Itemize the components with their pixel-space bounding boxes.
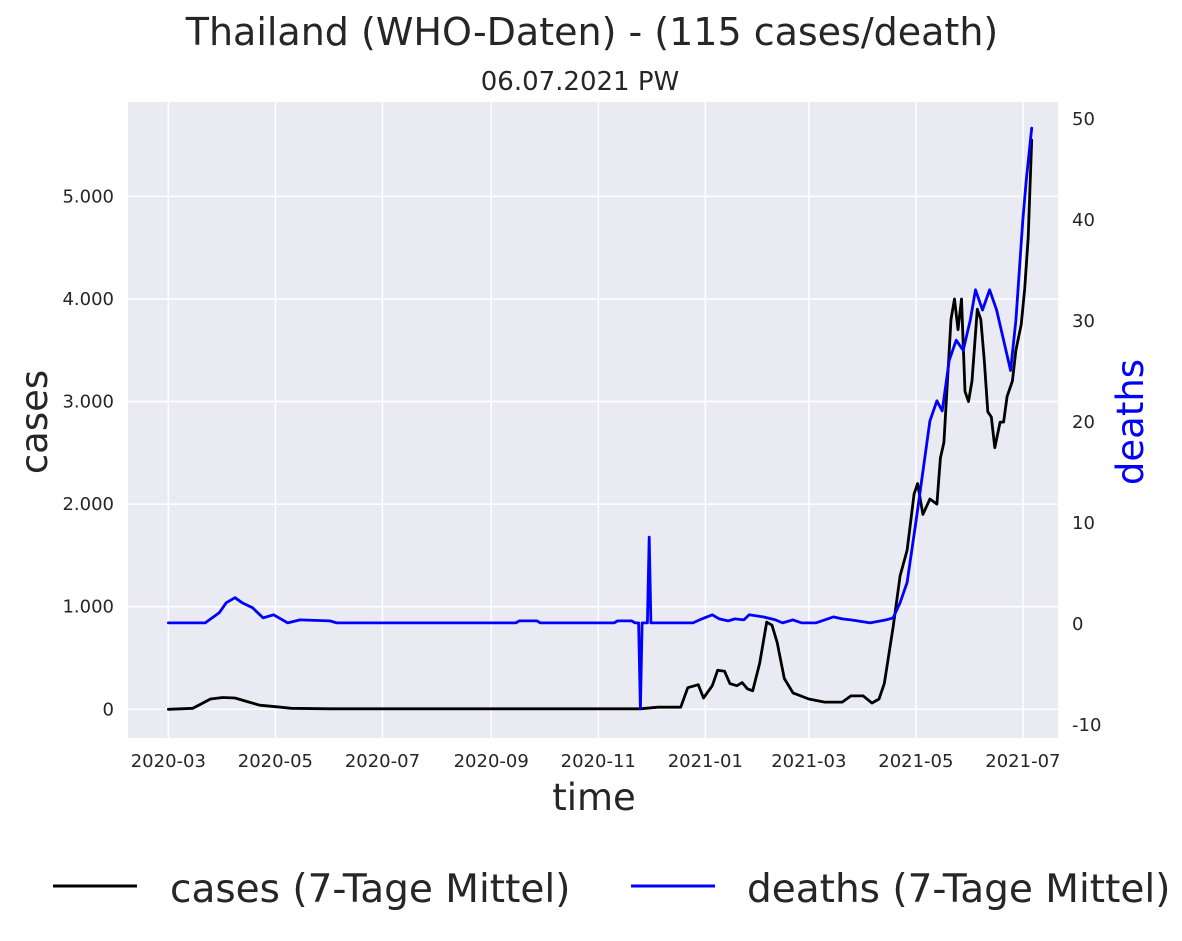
x-tick-label: 2021-07 (985, 751, 1060, 772)
y2-tick-label: 40 (1072, 210, 1095, 231)
series-line-cases (166, 138, 1034, 711)
y2-axis-label: deaths (1109, 359, 1152, 485)
x-tick-labels: 2020-03 2020-05 2020-07 2020-09 2020-11 2021-… (131, 751, 1061, 772)
y2-tick-labels: -10 0 10 20 30 40 50 (1072, 109, 1101, 736)
y-tick-label: 1.000 (62, 597, 114, 618)
y-tick-labels: 0 1.000 2.000 3.000 4.000 5.000 (62, 186, 114, 720)
plot-lines (166, 126, 1034, 711)
x-tick-label: 2021-01 (668, 751, 743, 772)
plot-area (128, 102, 1058, 738)
x-tick-label: 2020-07 (345, 751, 420, 772)
x-tick-label: 2020-05 (238, 751, 313, 772)
legend-label-cases: cases (7-Tage Mittel) (170, 867, 570, 912)
x-tick-label: 2021-05 (878, 751, 953, 772)
y2-tick-label: 10 (1072, 513, 1095, 534)
y-tick-label: 0 (103, 699, 114, 720)
x-tick-label: 2020-09 (454, 751, 529, 772)
y2-tick-label: 20 (1072, 412, 1095, 433)
y2-tick-label: 30 (1072, 311, 1095, 332)
legend-label-deaths: deaths (7-Tage Mittel) (747, 867, 1170, 912)
y2-tick-label: 50 (1072, 109, 1095, 130)
chart-subtitle: 06.07.2021 PW (481, 67, 680, 97)
y-tick-label: 5.000 (62, 186, 114, 207)
gridlines (128, 102, 1058, 738)
x-tick-label: 2020-11 (561, 751, 636, 772)
y-tick-label: 4.000 (62, 289, 114, 310)
x-tick-label: 2020-03 (131, 751, 206, 772)
y-axis-label: cases (13, 370, 56, 474)
y2-tick-label: -10 (1072, 715, 1101, 736)
chart-title: Thailand (WHO-Daten) - (115 cases/death) (185, 10, 999, 54)
legend: cases (7-Tage Mittel) deaths (7-Tage Mit… (53, 867, 1170, 912)
y-tick-label: 2.000 (62, 494, 114, 515)
x-tick-label: 2021-03 (771, 751, 846, 772)
y2-tick-label: 0 (1072, 614, 1083, 635)
x-axis-label: time (552, 776, 636, 819)
y-tick-label: 3.000 (62, 392, 114, 413)
series-line-deaths (166, 126, 1034, 711)
